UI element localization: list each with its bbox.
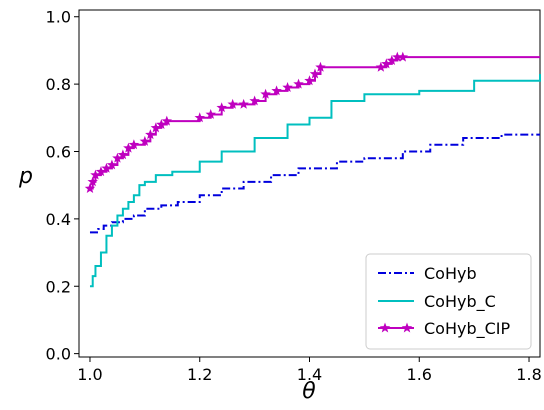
series-cohyb-cip-point-28 [375,61,387,72]
series-cohyb-cip-point-5 [106,159,118,170]
series-cohyb-cip-point-2 [90,169,101,180]
series-cohyb-cip-point-27 [315,61,326,72]
series-cohyb-cip-point-19 [238,98,249,109]
series-cohyb-cip-point-14 [161,115,173,126]
series-cohyb-cip-point-17 [216,102,227,113]
legend-cohyb-cip-star-left [379,322,391,333]
series-cohyb-cip-point-23 [282,81,293,92]
series-cohyb-cip-point-1 [87,176,98,187]
y-tick-label-1: 0.2 [46,277,71,296]
legend: CoHyb CoHyb_C CoHyb_CIP [365,253,532,350]
legend-cohyb-c-label: CoHyb_C [424,292,496,312]
series-cohyb-cip-point-12 [150,122,162,133]
x-axis-label: θ [302,379,316,404]
series-cohyb-cip-point-9 [128,139,140,150]
series-cohyb-cip-point-32 [397,51,409,62]
series-cohyb-c-line [89,74,541,288]
series-cohyb-line [89,133,540,234]
series-cohyb-cip-point-13 [156,119,167,129]
x-tick-label-0: 1.0 [77,365,102,384]
series-cohyb-cip-point-3 [95,166,107,177]
series-cohyb-cip-point-6 [112,152,123,163]
y-tick-label-5: 1.0 [46,8,71,27]
x-tick-label-2: 1.4 [297,365,322,384]
series-cohyb-cip-point-20 [249,95,260,106]
legend-cohyb-label: CoHyb [424,264,477,283]
x-tick-label-3: 1.6 [407,365,432,384]
y-tick-label-3: 0.6 [46,142,71,161]
x-tick-label-1: 1.2 [187,365,212,384]
series-cohyb-cip-point-22 [271,85,282,96]
axes-layer: 1.0 1.2 1.4 1.6 1.8 0.0 0.2 0.4 0.6 0.8 1.0 [46,8,542,384]
x-tick-label-4: 1.8 [516,365,541,384]
series-cohyb-cip-point-30 [386,55,398,65]
series-cohyb-cip-point-24 [293,78,304,89]
series-cohyb-cip-point-8 [123,142,134,153]
series-cohyb-cip-point-11 [145,129,156,140]
legend-cohyb-cip-label: CoHyb_CIP [424,319,511,339]
series-cohyb-cip-point-26 [309,68,321,79]
y-tick-label-0: 0.0 [46,345,71,364]
series-cohyb-cip-point-4 [101,162,112,173]
series-cohyb-cip-point-0 [84,183,96,193]
series-cohyb-cip-point-31 [392,51,403,62]
series-cohyb-cip-point-16 [205,108,216,119]
series-cohyb-cip-point-15 [194,112,205,123]
y-tick-label-2: 0.4 [46,210,71,229]
legend-cohyb-cip-star-right [401,322,413,333]
series-cohyb-cip-point-18 [227,98,238,109]
series-layer [84,51,541,288]
y-tick-label-4: 0.8 [46,75,71,94]
y-axis-label: p [18,164,33,189]
series-cohyb-cip-point-25 [304,75,315,86]
series-cohyb-cip-point-29 [381,58,392,69]
series-cohyb-cip-point-10 [139,135,151,146]
series-cohyb-cip-point-7 [117,149,129,160]
series-cohyb-cip-point-21 [260,88,271,99]
